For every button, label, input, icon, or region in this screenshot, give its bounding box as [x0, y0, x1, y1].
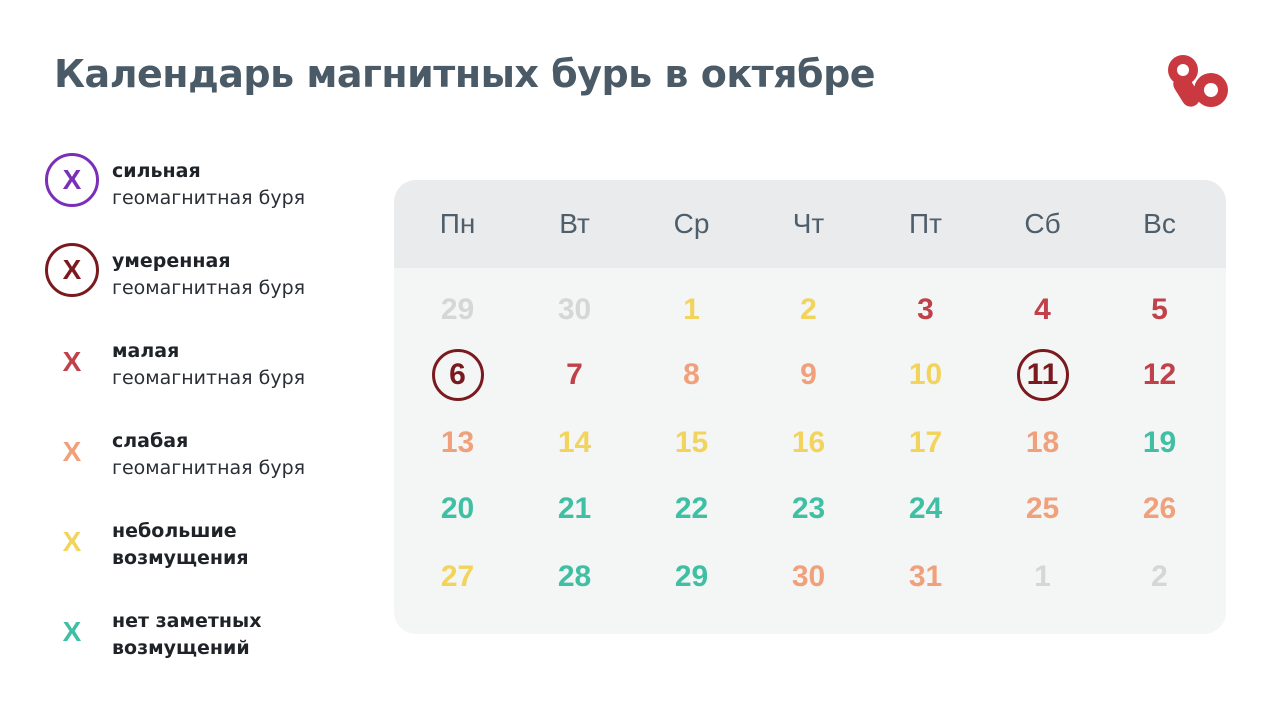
calendar-day-none: 28: [557, 560, 592, 593]
legend-label-line2: возмущения: [112, 547, 249, 569]
calendar-day-weak: 8: [683, 358, 700, 391]
legend-label-line2: геомагнитная буря: [112, 187, 306, 209]
circled-x-icon: X: [45, 153, 99, 207]
calendar-day-small: 5: [1151, 293, 1168, 326]
weekday-label: Сб: [1024, 208, 1061, 239]
calendar-day-other_month: 29: [440, 293, 475, 326]
legend-label: нет заметных возмущений: [112, 608, 262, 662]
weekday-label: Ср: [673, 208, 710, 239]
calendar-day-weak: 9: [800, 358, 817, 391]
circled-x-icon: X: [45, 243, 99, 297]
legend-label-line2: геомагнитная буря: [112, 277, 306, 299]
calendar-day-minor: 14: [557, 426, 592, 459]
day-circle-marker: 6: [431, 349, 484, 401]
legend-label: слабая геомагнитная буря: [112, 428, 305, 482]
calendar-day-minor: 17: [908, 426, 943, 459]
legend-label-line1: слабая: [112, 430, 189, 452]
calendar-day-moderate: 6: [399, 342, 516, 408]
legend-label-line1: умеренная: [112, 250, 231, 272]
calendar-day-small: 12: [1142, 358, 1177, 391]
day-circle-marker: 11: [1016, 349, 1069, 401]
calendar-day-small: 4: [1034, 293, 1051, 326]
calendar-day-none: 19: [1142, 426, 1177, 459]
calendar-day-minor: 1: [683, 293, 700, 326]
x-icon: X: [62, 526, 82, 557]
calendar-day-other_month: 1: [1034, 560, 1051, 593]
legend-label-line1: сильная: [112, 160, 201, 182]
calendar-day-minor: 10: [908, 358, 943, 391]
legend-label: небольшие возмущения: [112, 518, 249, 572]
calendar-day-none: 21: [557, 492, 592, 525]
calendar-day-small: 7: [566, 358, 583, 391]
legend-label-line2: геомагнитная буря: [112, 367, 306, 389]
calendar-day-other_month: 30: [557, 293, 592, 326]
calendar-day-none: 24: [908, 492, 943, 525]
calendar-day-none: 20: [440, 492, 475, 525]
weekday-label: Вт: [559, 208, 590, 239]
calendar-day-minor: 27: [440, 560, 475, 593]
weekday-label: Чт: [792, 208, 825, 239]
calendar-day-weak: 13: [440, 426, 475, 459]
calendar-weekday-header: Пн Вт Ср Чт Пт Сб Вс: [394, 180, 1226, 268]
legend-label-line1: небольшие: [112, 520, 237, 542]
calendar-day-weak: 30: [791, 560, 826, 593]
calendar-day-none: 23: [791, 492, 826, 525]
x-icon: X: [62, 346, 82, 377]
legend-label: малая геомагнитная буря: [112, 338, 305, 392]
legend-label: сильная геомагнитная буря: [112, 158, 305, 212]
calendar-day-weak: 31: [908, 560, 943, 593]
calendar: Пн Вт Ср Чт Пт Сб Вс 29 30 1 2 3 4 5 6 7 8 9 10 11 12 13 14 15…: [394, 180, 1226, 634]
calendar-day-minor: 16: [791, 426, 826, 459]
page-title: Календарь магнитных бурь в октябре: [54, 52, 876, 96]
weekday-label: Пт: [909, 208, 942, 239]
legend-label-line1: нет заметных: [112, 610, 262, 632]
brand-logo-icon: [1168, 55, 1228, 107]
x-icon: X: [62, 616, 82, 647]
calendar-day-none: 22: [674, 492, 709, 525]
calendar-day-moderate: 11: [984, 342, 1101, 408]
calendar-day-weak: 18: [1025, 426, 1060, 459]
calendar-day-weak: 26: [1142, 492, 1177, 525]
day-number: 6: [449, 358, 466, 391]
legend-label-line2: геомагнитная буря: [112, 457, 306, 479]
calendar-day-small: 3: [917, 293, 934, 326]
calendar-day-none: 29: [674, 560, 709, 593]
x-icon: X: [62, 436, 82, 467]
calendar-day-weak: 25: [1025, 492, 1060, 525]
day-number: 11: [1026, 358, 1059, 391]
legend-label-line1: малая: [112, 340, 180, 362]
calendar-day-other_month: 2: [1151, 560, 1168, 593]
legend-label-line2: возмущений: [112, 637, 250, 659]
calendar-day-minor: 15: [674, 426, 709, 459]
weekday-label: Пн: [439, 208, 476, 239]
weekday-label: Вс: [1143, 208, 1176, 239]
calendar-day-minor: 2: [800, 293, 817, 326]
legend-label: умеренная геомагнитная буря: [112, 248, 305, 302]
